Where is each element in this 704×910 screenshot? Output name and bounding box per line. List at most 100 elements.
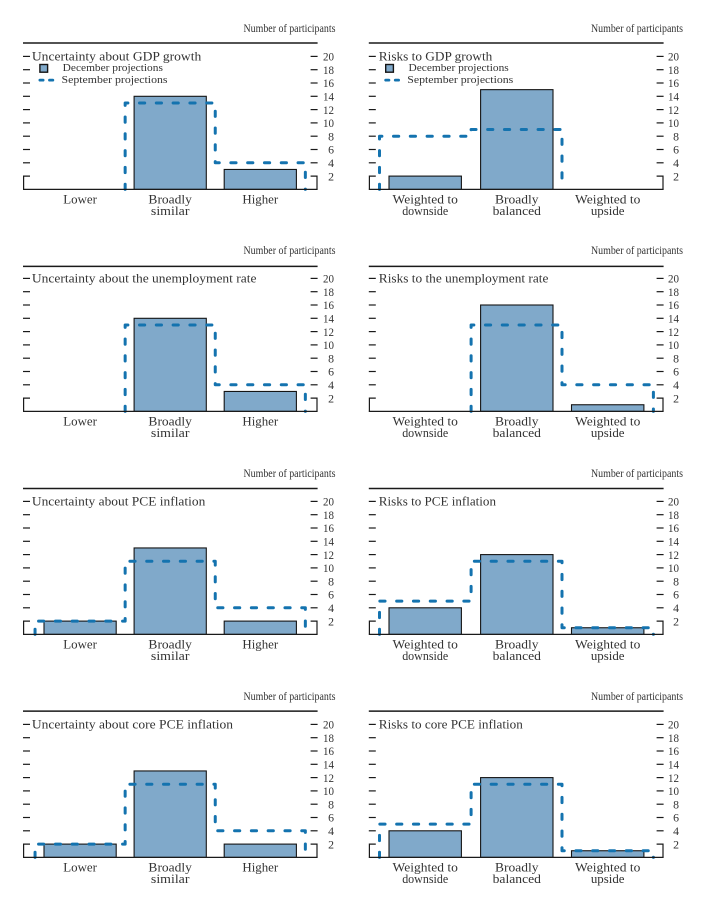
- svg-text:Number of participants: Number of participants: [244, 466, 336, 480]
- svg-text:8: 8: [673, 129, 679, 143]
- svg-text:18: 18: [668, 508, 679, 522]
- svg-text:4: 4: [328, 156, 334, 170]
- svg-text:10: 10: [668, 561, 679, 575]
- svg-text:Broadly: Broadly: [495, 861, 539, 875]
- svg-text:downside: downside: [402, 426, 448, 440]
- svg-text:Lower: Lower: [63, 193, 98, 207]
- svg-text:Risks to GDP growth: Risks to GDP growth: [379, 48, 493, 63]
- svg-text:similar: similar: [151, 426, 190, 440]
- svg-text:6: 6: [328, 365, 334, 379]
- svg-text:16: 16: [668, 298, 679, 312]
- svg-text:Broadly: Broadly: [495, 415, 539, 429]
- svg-text:Weighted to: Weighted to: [393, 861, 458, 875]
- svg-text:8: 8: [328, 797, 334, 811]
- svg-text:20: 20: [668, 718, 679, 732]
- svg-text:Number of participants: Number of participants: [244, 21, 336, 35]
- svg-text:Number of participants: Number of participants: [244, 243, 336, 257]
- svg-text:Weighted to: Weighted to: [575, 415, 640, 429]
- svg-text:Weighted to: Weighted to: [393, 193, 458, 207]
- svg-text:16: 16: [323, 521, 334, 535]
- svg-text:2: 2: [328, 837, 334, 851]
- svg-text:10: 10: [668, 338, 679, 352]
- svg-text:6: 6: [328, 811, 334, 825]
- svg-text:10: 10: [668, 116, 679, 130]
- svg-text:16: 16: [323, 744, 334, 758]
- svg-text:Higher: Higher: [242, 861, 279, 875]
- svg-text:similar: similar: [151, 649, 190, 663]
- svg-text:2: 2: [328, 169, 334, 183]
- svg-text:Number of participants: Number of participants: [591, 243, 683, 257]
- svg-text:upside: upside: [591, 872, 625, 886]
- svg-text:4: 4: [328, 378, 334, 392]
- svg-text:20: 20: [668, 272, 679, 286]
- svg-text:downside: downside: [402, 649, 448, 663]
- svg-text:18: 18: [668, 731, 679, 745]
- svg-text:upside: upside: [591, 649, 625, 663]
- svg-text:Weighted to: Weighted to: [393, 638, 458, 652]
- svg-text:12: 12: [323, 325, 334, 339]
- svg-text:Number of participants: Number of participants: [591, 689, 683, 703]
- svg-text:balanced: balanced: [493, 872, 542, 886]
- svg-text:December projections: December projections: [63, 62, 163, 74]
- svg-text:12: 12: [668, 103, 679, 117]
- svg-text:4: 4: [673, 156, 679, 170]
- svg-text:balanced: balanced: [493, 426, 542, 440]
- svg-text:balanced: balanced: [493, 204, 542, 218]
- svg-text:18: 18: [668, 285, 679, 299]
- svg-text:downside: downside: [402, 872, 448, 886]
- svg-text:12: 12: [668, 548, 679, 562]
- svg-text:14: 14: [323, 312, 334, 326]
- svg-text:14: 14: [668, 90, 679, 104]
- svg-text:12: 12: [323, 103, 334, 117]
- svg-text:balanced: balanced: [493, 649, 542, 663]
- svg-text:18: 18: [323, 731, 334, 745]
- svg-text:Broadly: Broadly: [148, 415, 192, 429]
- svg-text:2: 2: [328, 391, 334, 405]
- svg-text:4: 4: [673, 824, 679, 838]
- svg-text:8: 8: [673, 351, 679, 365]
- svg-text:16: 16: [668, 521, 679, 535]
- svg-text:12: 12: [323, 771, 334, 785]
- svg-text:14: 14: [323, 535, 334, 549]
- svg-text:8: 8: [328, 129, 334, 143]
- svg-text:18: 18: [323, 63, 334, 77]
- svg-text:Higher: Higher: [242, 415, 279, 429]
- svg-text:December projections: December projections: [409, 62, 509, 74]
- svg-text:20: 20: [323, 495, 334, 509]
- svg-text:Uncertainty about PCE inflatio: Uncertainty about PCE inflation: [32, 493, 206, 508]
- svg-text:2: 2: [673, 169, 679, 183]
- svg-text:Uncertainty about the unemploy: Uncertainty about the unemployment rate: [32, 270, 257, 285]
- svg-text:Number of participants: Number of participants: [591, 466, 683, 480]
- svg-text:Risks to the unemployment rate: Risks to the unemployment rate: [379, 270, 549, 285]
- svg-text:14: 14: [323, 90, 334, 104]
- svg-text:14: 14: [668, 535, 679, 549]
- svg-text:Weighted to: Weighted to: [575, 193, 640, 207]
- svg-text:Broadly: Broadly: [495, 193, 539, 207]
- svg-text:Broadly: Broadly: [148, 193, 192, 207]
- svg-text:Higher: Higher: [242, 193, 279, 207]
- svg-text:Risks to core PCE inflation: Risks to core PCE inflation: [379, 716, 523, 731]
- svg-text:Number of participants: Number of participants: [244, 689, 336, 703]
- svg-text:upside: upside: [591, 426, 625, 440]
- svg-text:September projections: September projections: [62, 74, 168, 86]
- svg-text:18: 18: [323, 285, 334, 299]
- svg-text:Lower: Lower: [63, 861, 98, 875]
- svg-text:16: 16: [323, 298, 334, 312]
- svg-text:Uncertainty about GDP growth: Uncertainty about GDP growth: [32, 48, 202, 63]
- svg-text:2: 2: [673, 614, 679, 628]
- svg-text:14: 14: [668, 758, 679, 772]
- svg-text:similar: similar: [151, 204, 190, 218]
- svg-text:16: 16: [668, 76, 679, 90]
- svg-text:4: 4: [673, 378, 679, 392]
- svg-text:6: 6: [673, 143, 679, 157]
- svg-text:2: 2: [673, 391, 679, 405]
- svg-text:similar: similar: [151, 872, 190, 886]
- svg-text:12: 12: [668, 325, 679, 339]
- svg-text:Broadly: Broadly: [148, 861, 192, 875]
- svg-text:Number of participants: Number of participants: [591, 21, 683, 35]
- svg-text:downside: downside: [402, 204, 448, 218]
- svg-text:14: 14: [323, 758, 334, 772]
- svg-text:18: 18: [668, 63, 679, 77]
- svg-text:8: 8: [673, 574, 679, 588]
- svg-text:16: 16: [323, 76, 334, 90]
